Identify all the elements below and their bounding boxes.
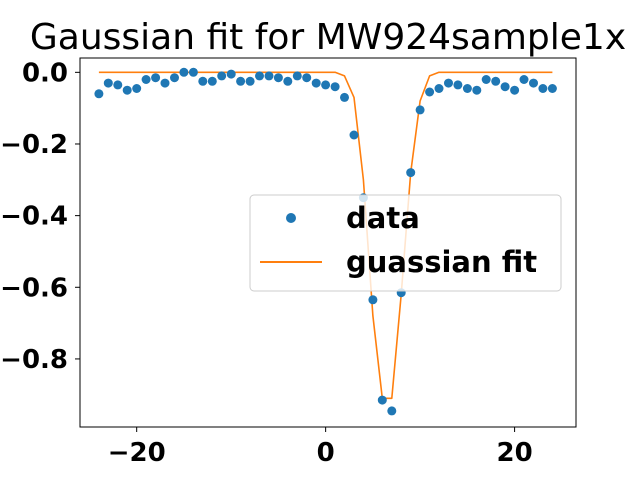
data-point (170, 73, 179, 83)
data-point (236, 76, 246, 86)
data-point (255, 71, 264, 81)
data-point (481, 75, 491, 84)
y-tick-label: −0.6 (0, 273, 68, 303)
data-point (406, 168, 416, 178)
y-tick-label: −0.4 (0, 202, 68, 232)
data-point (132, 84, 142, 93)
data-point (510, 85, 520, 95)
data-point (377, 395, 387, 405)
legend-marker-data (286, 213, 296, 223)
data-point (415, 105, 425, 115)
data-point (226, 69, 236, 79)
data-point (491, 76, 501, 86)
x-axis: −20 0 20 (108, 427, 533, 468)
x-tick-label: 0 (317, 438, 335, 468)
data-point (273, 73, 283, 83)
legend-label-data: data (346, 201, 420, 235)
data-point (311, 78, 321, 88)
data-point (529, 78, 538, 88)
chart-title: Gaussian fit for MW924sample1x (30, 17, 626, 58)
data-point (444, 78, 453, 88)
legend-label-fit: guassian fit (346, 245, 537, 279)
data-point (519, 75, 529, 84)
data-point (387, 406, 397, 416)
data-point (245, 76, 255, 86)
plot-frame (79, 57, 577, 428)
x-tick-label: 20 (496, 438, 532, 468)
data-point (283, 76, 293, 86)
data-point (207, 76, 217, 86)
legend: data guassian fit (249, 194, 562, 292)
y-tick-label: −0.2 (0, 130, 68, 160)
data-point (434, 84, 444, 93)
data-point (179, 67, 189, 77)
data-point (188, 67, 198, 77)
data-point (151, 73, 161, 83)
data-point (94, 89, 104, 99)
data-point (453, 80, 463, 90)
data-point (292, 71, 302, 81)
data-point (340, 92, 349, 102)
x-tick-label: −20 (108, 438, 166, 468)
data-point (538, 84, 548, 93)
y-axis: 0.0 −0.2 −0.4 −0.6 −0.8 (0, 58, 80, 375)
data-point (264, 71, 274, 81)
y-tick-label: −0.8 (0, 345, 68, 375)
data-point (198, 76, 208, 86)
data-point (472, 85, 482, 95)
y-tick-label: 0.0 (22, 58, 68, 88)
data-point (302, 73, 312, 83)
data-point (217, 71, 227, 81)
data-point (141, 75, 151, 84)
fit-line-layer (98, 71, 553, 400)
data-point (368, 295, 378, 305)
data-point (103, 78, 113, 88)
data-point (547, 84, 557, 93)
data-point (160, 78, 170, 88)
fit-line (98, 71, 553, 400)
data-point (462, 84, 472, 93)
data-point (349, 130, 359, 140)
data-point (122, 85, 132, 95)
data-point (425, 87, 435, 97)
data-point (500, 82, 510, 92)
data-point (113, 80, 123, 90)
data-point (330, 82, 340, 92)
data-point (321, 80, 331, 90)
legend-box (249, 194, 562, 292)
